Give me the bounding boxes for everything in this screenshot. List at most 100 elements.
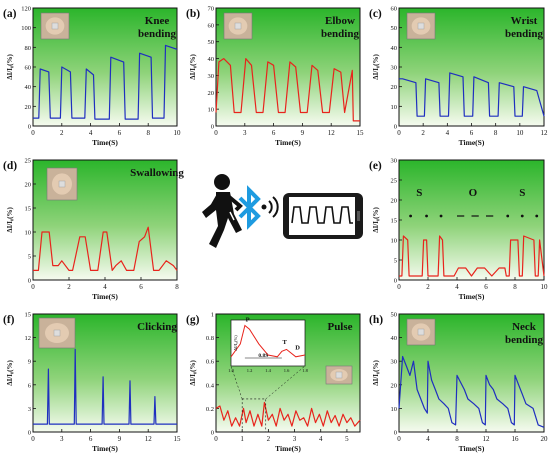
- y-tick-label: 30: [208, 73, 215, 80]
- plot-frame: [215, 7, 361, 127]
- x-tick-label: 3: [243, 129, 247, 137]
- x-tick-label: 2: [426, 283, 430, 291]
- x-tick-label: 8: [513, 283, 517, 291]
- y-tick-label: 0: [211, 124, 214, 131]
- y-tick-label: 0: [211, 430, 214, 437]
- x-tick-label: 0: [397, 435, 401, 443]
- panel-title: Elbow: [325, 15, 355, 27]
- inset-series-line: [230, 324, 306, 358]
- x-tick-label: 0: [397, 129, 401, 137]
- y-tick-label: 25: [25, 158, 32, 165]
- y-tick-label: 40: [208, 56, 215, 63]
- x-tick-label: 2: [60, 129, 64, 137]
- knee-photo: [40, 12, 70, 40]
- y-tick-label: 20: [391, 198, 398, 205]
- y-tick-label: 50: [391, 312, 398, 319]
- series-line: [33, 44, 178, 120]
- panel-title: Knee: [145, 15, 170, 27]
- y-tick-label: 5: [394, 258, 397, 265]
- y-tick-label: 3: [28, 406, 31, 413]
- inset-x-tick-label: 1.4: [265, 368, 271, 373]
- x-tick-label: 12: [483, 435, 491, 443]
- y-tick-label: 25: [391, 178, 398, 185]
- series-line: [398, 355, 545, 428]
- y-axis-label: ΔI/I₀(%): [372, 207, 380, 233]
- x-tick-label: 12: [145, 435, 153, 443]
- y-tick-label: 20: [25, 104, 32, 111]
- x-tick-label: 0: [397, 283, 401, 291]
- y-tick-label: 10: [391, 238, 398, 245]
- x-tick-label: 20: [541, 435, 549, 443]
- y-tick-label: 0.4: [206, 382, 215, 389]
- x-tick-label: 4: [319, 435, 323, 443]
- x-tick-label: 0: [31, 129, 35, 137]
- panel-b: 0 3 6 9 12 15 0 10 20 30 40 50 60 70 Time(S) ΔI/I₀(%) (b…: [186, 6, 364, 148]
- panel-letter: (a): [3, 8, 17, 20]
- y-axis-label: ΔI/I₀(%): [189, 360, 197, 386]
- x-tick-label: 4: [426, 435, 430, 443]
- x-axis-label: Time(S): [275, 138, 301, 147]
- x-tick-label: 4: [455, 283, 459, 291]
- pulse-peak-label: T: [282, 339, 287, 346]
- wrist-photo: [406, 12, 436, 40]
- x-tick-label: 2: [67, 283, 71, 291]
- x-tick-label: 2: [421, 129, 425, 137]
- y-tick-label: 60: [208, 22, 215, 29]
- panel-letter: (c): [369, 8, 382, 20]
- y-tick-label: 0: [394, 430, 397, 437]
- x-tick-label: 15: [357, 129, 365, 137]
- y-tick-label: 0.8: [206, 335, 214, 342]
- series-line: [399, 72, 545, 117]
- x-tick-label: 0: [214, 435, 218, 443]
- panel-f: 0 3 6 9 12 15 0 3 6 9 12 15 Time(S) ΔI/I₀(%) (f) Clicki…: [3, 312, 181, 454]
- x-tick-label: 6: [272, 129, 276, 137]
- y-tick-label: 20: [208, 90, 215, 97]
- zoom-line: [265, 365, 306, 400]
- x-tick-label: 5: [345, 435, 349, 443]
- y-tick-label: 70: [208, 6, 215, 13]
- x-tick-label: 12: [541, 129, 549, 137]
- x-tick-label: 6: [484, 283, 488, 291]
- y-tick-label: 15: [25, 206, 32, 213]
- x-tick-label: 6: [470, 129, 474, 137]
- x-tick-label: 8: [494, 129, 498, 137]
- panel-e: 0 2 4 6 8 10 0 5 10 15 20 25 30 Time(S) ΔI/I₀(%) (e) S O S: [369, 158, 548, 302]
- y-tick-label: 0: [28, 278, 31, 285]
- y-tick-label: 9: [28, 359, 31, 366]
- x-tick-label: 9: [301, 129, 305, 137]
- panel-d: 0 2 4 6 8 0 5 10 15 20 25 Time(S) ΔI/I₀(%) (d) Swallow…: [3, 158, 184, 302]
- morse-dot: [535, 214, 539, 218]
- panel-letter: (h): [369, 314, 383, 326]
- panel-letter: (b): [186, 8, 200, 20]
- panel-letter: (d): [3, 160, 17, 172]
- x-tick-label: 10: [541, 283, 549, 291]
- x-tick-label: 0: [31, 435, 35, 443]
- mouse-photo: [38, 317, 76, 349]
- y-tick-label: 120: [21, 6, 31, 13]
- x-tick-label: 9: [118, 435, 122, 443]
- x-tick-label: 8: [455, 435, 459, 443]
- y-tick-label: 0: [394, 124, 397, 131]
- inset-x-tick-label: 1.0: [228, 368, 234, 373]
- x-tick-label: 0: [31, 283, 35, 291]
- y-tick-label: 1: [211, 312, 214, 319]
- morse-dot: [520, 214, 524, 218]
- center-illustration: [202, 174, 363, 248]
- y-tick-label: 0.2: [206, 406, 214, 413]
- y-axis-label: ΔI/I₀(%): [372, 360, 380, 386]
- y-tick-label: 50: [391, 25, 398, 32]
- x-tick-label: 8: [146, 129, 150, 137]
- x-tick-label: 0: [214, 129, 218, 137]
- x-axis-label: Time(S): [459, 138, 485, 147]
- y-axis-label: ΔI/I₀(%): [6, 54, 14, 80]
- x-tick-label: 15: [174, 435, 182, 443]
- plot-frame: [215, 313, 361, 433]
- x-tick-label: 6: [118, 129, 122, 137]
- x-axis-label: Time(S): [275, 444, 301, 453]
- panel-c: 0 2 4 6 8 10 12 0 10 20 30 40 50 60 Time(S) ΔI/I₀(%) (c)…: [369, 6, 548, 148]
- morse-dot: [506, 214, 510, 218]
- y-axis-label: ΔI/I₀(%): [6, 360, 14, 386]
- x-tick-label: 3: [60, 435, 64, 443]
- y-axis-label: ΔI/I₀(%): [6, 207, 14, 233]
- panel-title: bending: [138, 28, 176, 40]
